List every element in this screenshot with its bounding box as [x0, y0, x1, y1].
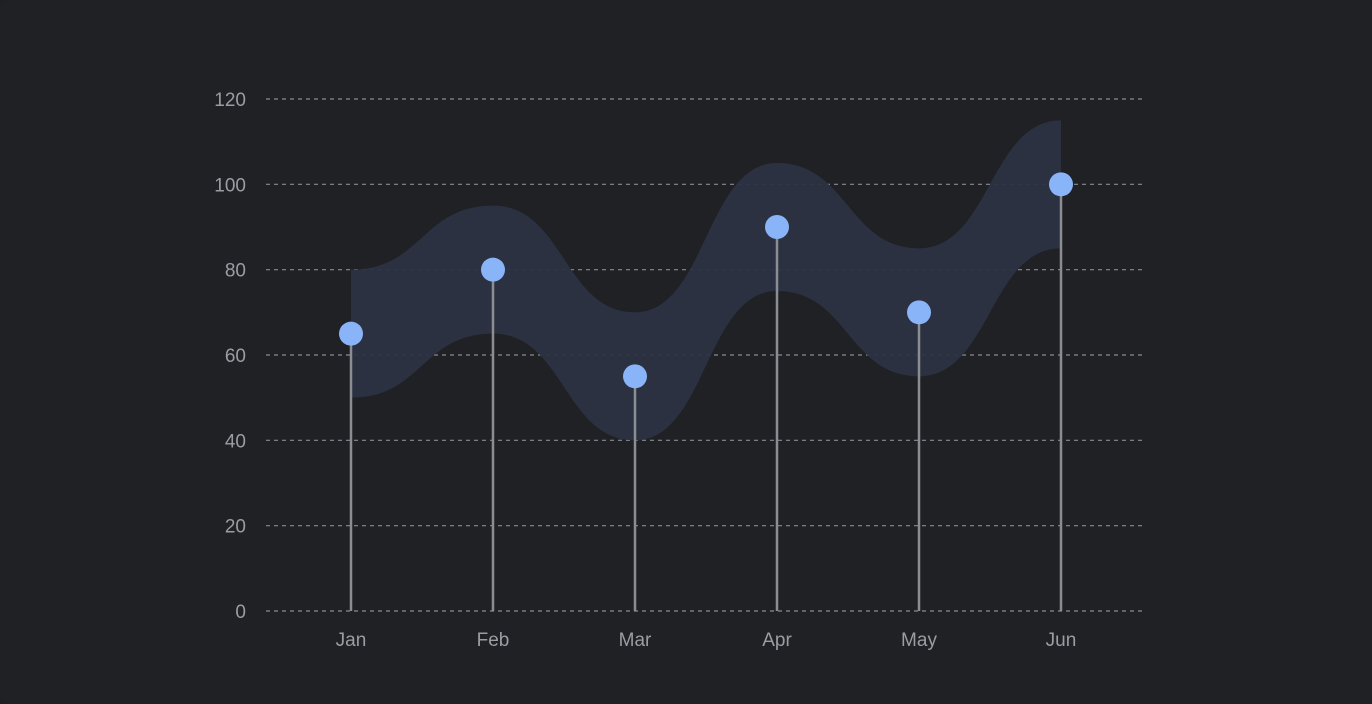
data-point	[907, 300, 931, 325]
x-tick-label: Feb	[477, 630, 510, 651]
data-point	[1049, 172, 1073, 197]
data-point	[339, 321, 363, 346]
data-point	[623, 364, 647, 389]
confidence-band-layer	[351, 120, 1061, 441]
y-tick-label: 100	[214, 175, 246, 196]
x-tick-label: Apr	[762, 630, 792, 651]
y-tick-label: 40	[225, 431, 246, 452]
x-tick-label: May	[901, 630, 937, 651]
stems	[349, 184, 1063, 611]
confidence-band	[351, 120, 1061, 441]
data-point	[481, 257, 505, 282]
x-tick-label: Jan	[336, 630, 367, 651]
y-tick-label: 20	[225, 517, 246, 538]
y-tick-label: 60	[225, 346, 246, 367]
data-point	[765, 215, 789, 239]
x-tick-label: Mar	[619, 630, 652, 651]
data-points	[339, 172, 1073, 389]
y-tick-label: 0	[235, 602, 246, 623]
x-tick-label: Jun	[1046, 630, 1077, 651]
y-axis-ticks: 0 20 40 60 80 100 120	[214, 90, 246, 623]
y-tick-label: 120	[214, 90, 246, 111]
x-axis-ticks: Jan Feb Mar Apr May Jun	[336, 630, 1077, 651]
y-tick-label: 80	[225, 261, 246, 282]
